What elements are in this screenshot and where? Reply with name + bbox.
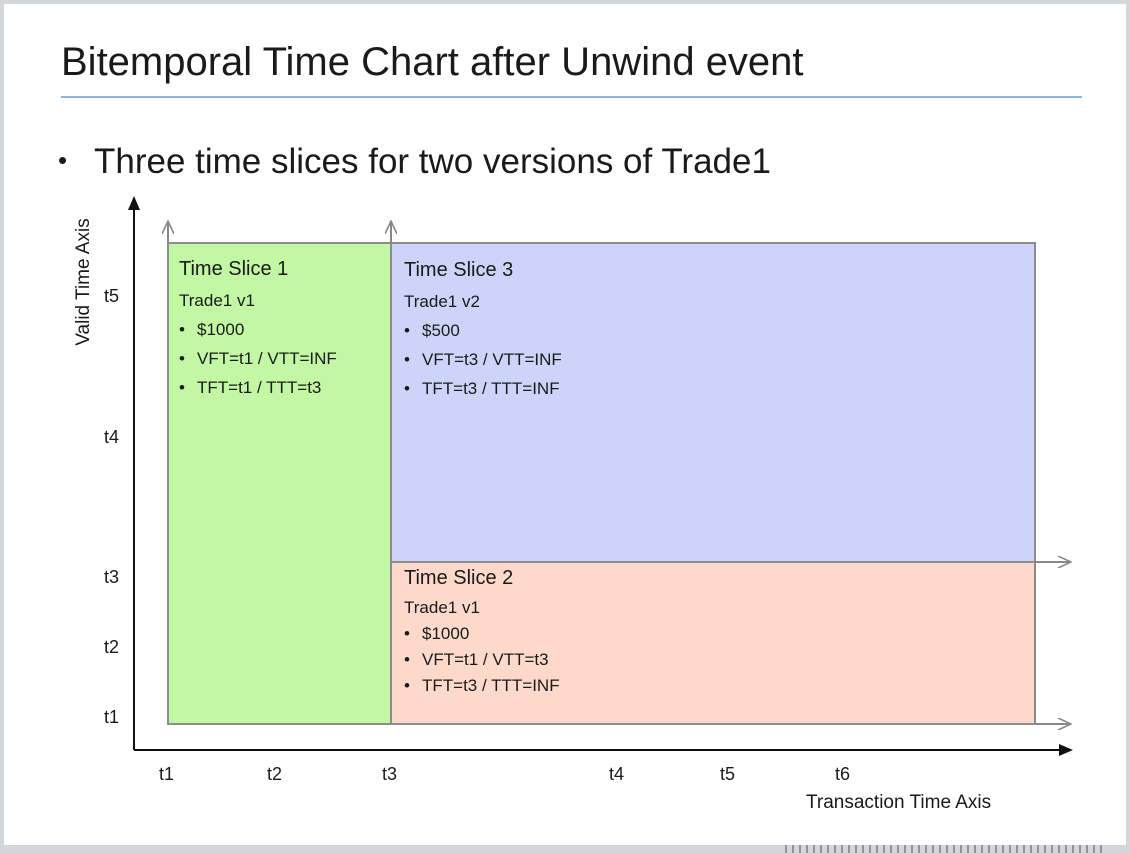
slice-bullets: • $500 • VFT=t3 / VTT=INF • TFT=t3 / TTT=IN… bbox=[404, 321, 994, 399]
slice-1-region bbox=[167, 242, 392, 725]
slice-bullet: • TFT=t3 / TTT=INF bbox=[404, 676, 560, 695]
bullet-dot-icon: • bbox=[58, 145, 68, 175]
y-tick-t4: t4 bbox=[104, 427, 120, 447]
slice-trade: Trade1 v2 bbox=[404, 292, 480, 311]
slice-3-region bbox=[390, 242, 1036, 563]
y-tick-t2: t2 bbox=[104, 637, 120, 657]
slice-bullets: • $1000 • VFT=t1 / VTT=t3 • TFT=t3 / TTT=IN… bbox=[404, 624, 994, 696]
slice-bullet: • TFT=t1 / TTT=t3 bbox=[179, 378, 322, 397]
y-axis-title-text: Valid Time Axis bbox=[73, 218, 94, 346]
time-slice-3: Time Slice 3 Trade1 v2 • $500 • VFT=t3 / V… bbox=[394, 259, 994, 399]
y-tick-t1: t1 bbox=[104, 707, 120, 727]
slice-bullets: • $1000 • VFT=t1 / VTT=INF • TFT=t1 / TTT=t… bbox=[179, 320, 391, 398]
slice-bullet: • VFT=t3 / VTT=INF bbox=[404, 350, 562, 369]
footer-texture bbox=[785, 845, 1105, 853]
x-tick-t3: t3 bbox=[382, 764, 398, 784]
x-tick-t4: t4 bbox=[609, 764, 625, 784]
slice-bullet: • TFT=t3 / TTT=INF bbox=[404, 379, 560, 398]
slice-bullet-text: VFT=t3 / VTT=INF bbox=[422, 350, 562, 369]
slice-bullet: • VFT=t1 / VTT=INF bbox=[179, 349, 337, 368]
slice-bullet-text: $1000 bbox=[197, 320, 245, 339]
x-axis-title: Transaction Time Axis bbox=[806, 792, 992, 813]
slide-title: Bitemporal Time Chart after Unwind event bbox=[61, 40, 804, 84]
y-tick-t3: t3 bbox=[104, 567, 120, 587]
slice-bullet-text: VFT=t1 / VTT=t3 bbox=[422, 650, 549, 669]
slice-trade: Trade1 v1 bbox=[179, 291, 255, 310]
bullet-line: • Three time slices for two versions of T… bbox=[58, 142, 771, 182]
slice-title: Time Slice 3 bbox=[404, 259, 514, 281]
slice-bullet-text: VFT=t1 / VTT=INF bbox=[197, 349, 337, 368]
slice-trade: Trade1 v1 bbox=[404, 598, 480, 617]
slice-bullet-text: $1000 bbox=[422, 624, 470, 643]
slice-bullet-text: $500 bbox=[422, 321, 460, 340]
slice-title: Time Slice 2 bbox=[404, 567, 514, 589]
x-tick-t2: t2 bbox=[267, 764, 283, 784]
slice-bullet: • VFT=t1 / VTT=t3 bbox=[404, 650, 549, 669]
slice-2-region bbox=[390, 561, 1036, 725]
slice-bullet: • $1000 bbox=[404, 624, 470, 643]
bullet-text: Three time slices for two versions of Tr… bbox=[94, 142, 771, 181]
time-slice-2: Time Slice 2 Trade1 v1 • $1000 • VFT=t1 / … bbox=[394, 567, 994, 696]
slice-bullet-text: TFT=t3 / TTT=INF bbox=[422, 676, 560, 695]
x-tick-t6: t6 bbox=[835, 764, 851, 784]
slice-bullet: • $1000 bbox=[179, 320, 245, 339]
title-underline bbox=[61, 96, 1082, 98]
slice-bullet-text: TFT=t3 / TTT=INF bbox=[422, 379, 560, 398]
slice-title: Time Slice 1 bbox=[179, 258, 289, 280]
time-slice-1: Time Slice 1 Trade1 v1 • $1000 • VFT=t1 / … bbox=[169, 258, 391, 398]
y-tick-t5: t5 bbox=[104, 286, 120, 306]
x-tick-t1: t1 bbox=[159, 764, 175, 784]
slice-bullet: • $500 bbox=[404, 321, 460, 340]
slice-bullet-text: TFT=t1 / TTT=t3 bbox=[197, 378, 322, 397]
x-tick-t5: t5 bbox=[720, 764, 736, 784]
